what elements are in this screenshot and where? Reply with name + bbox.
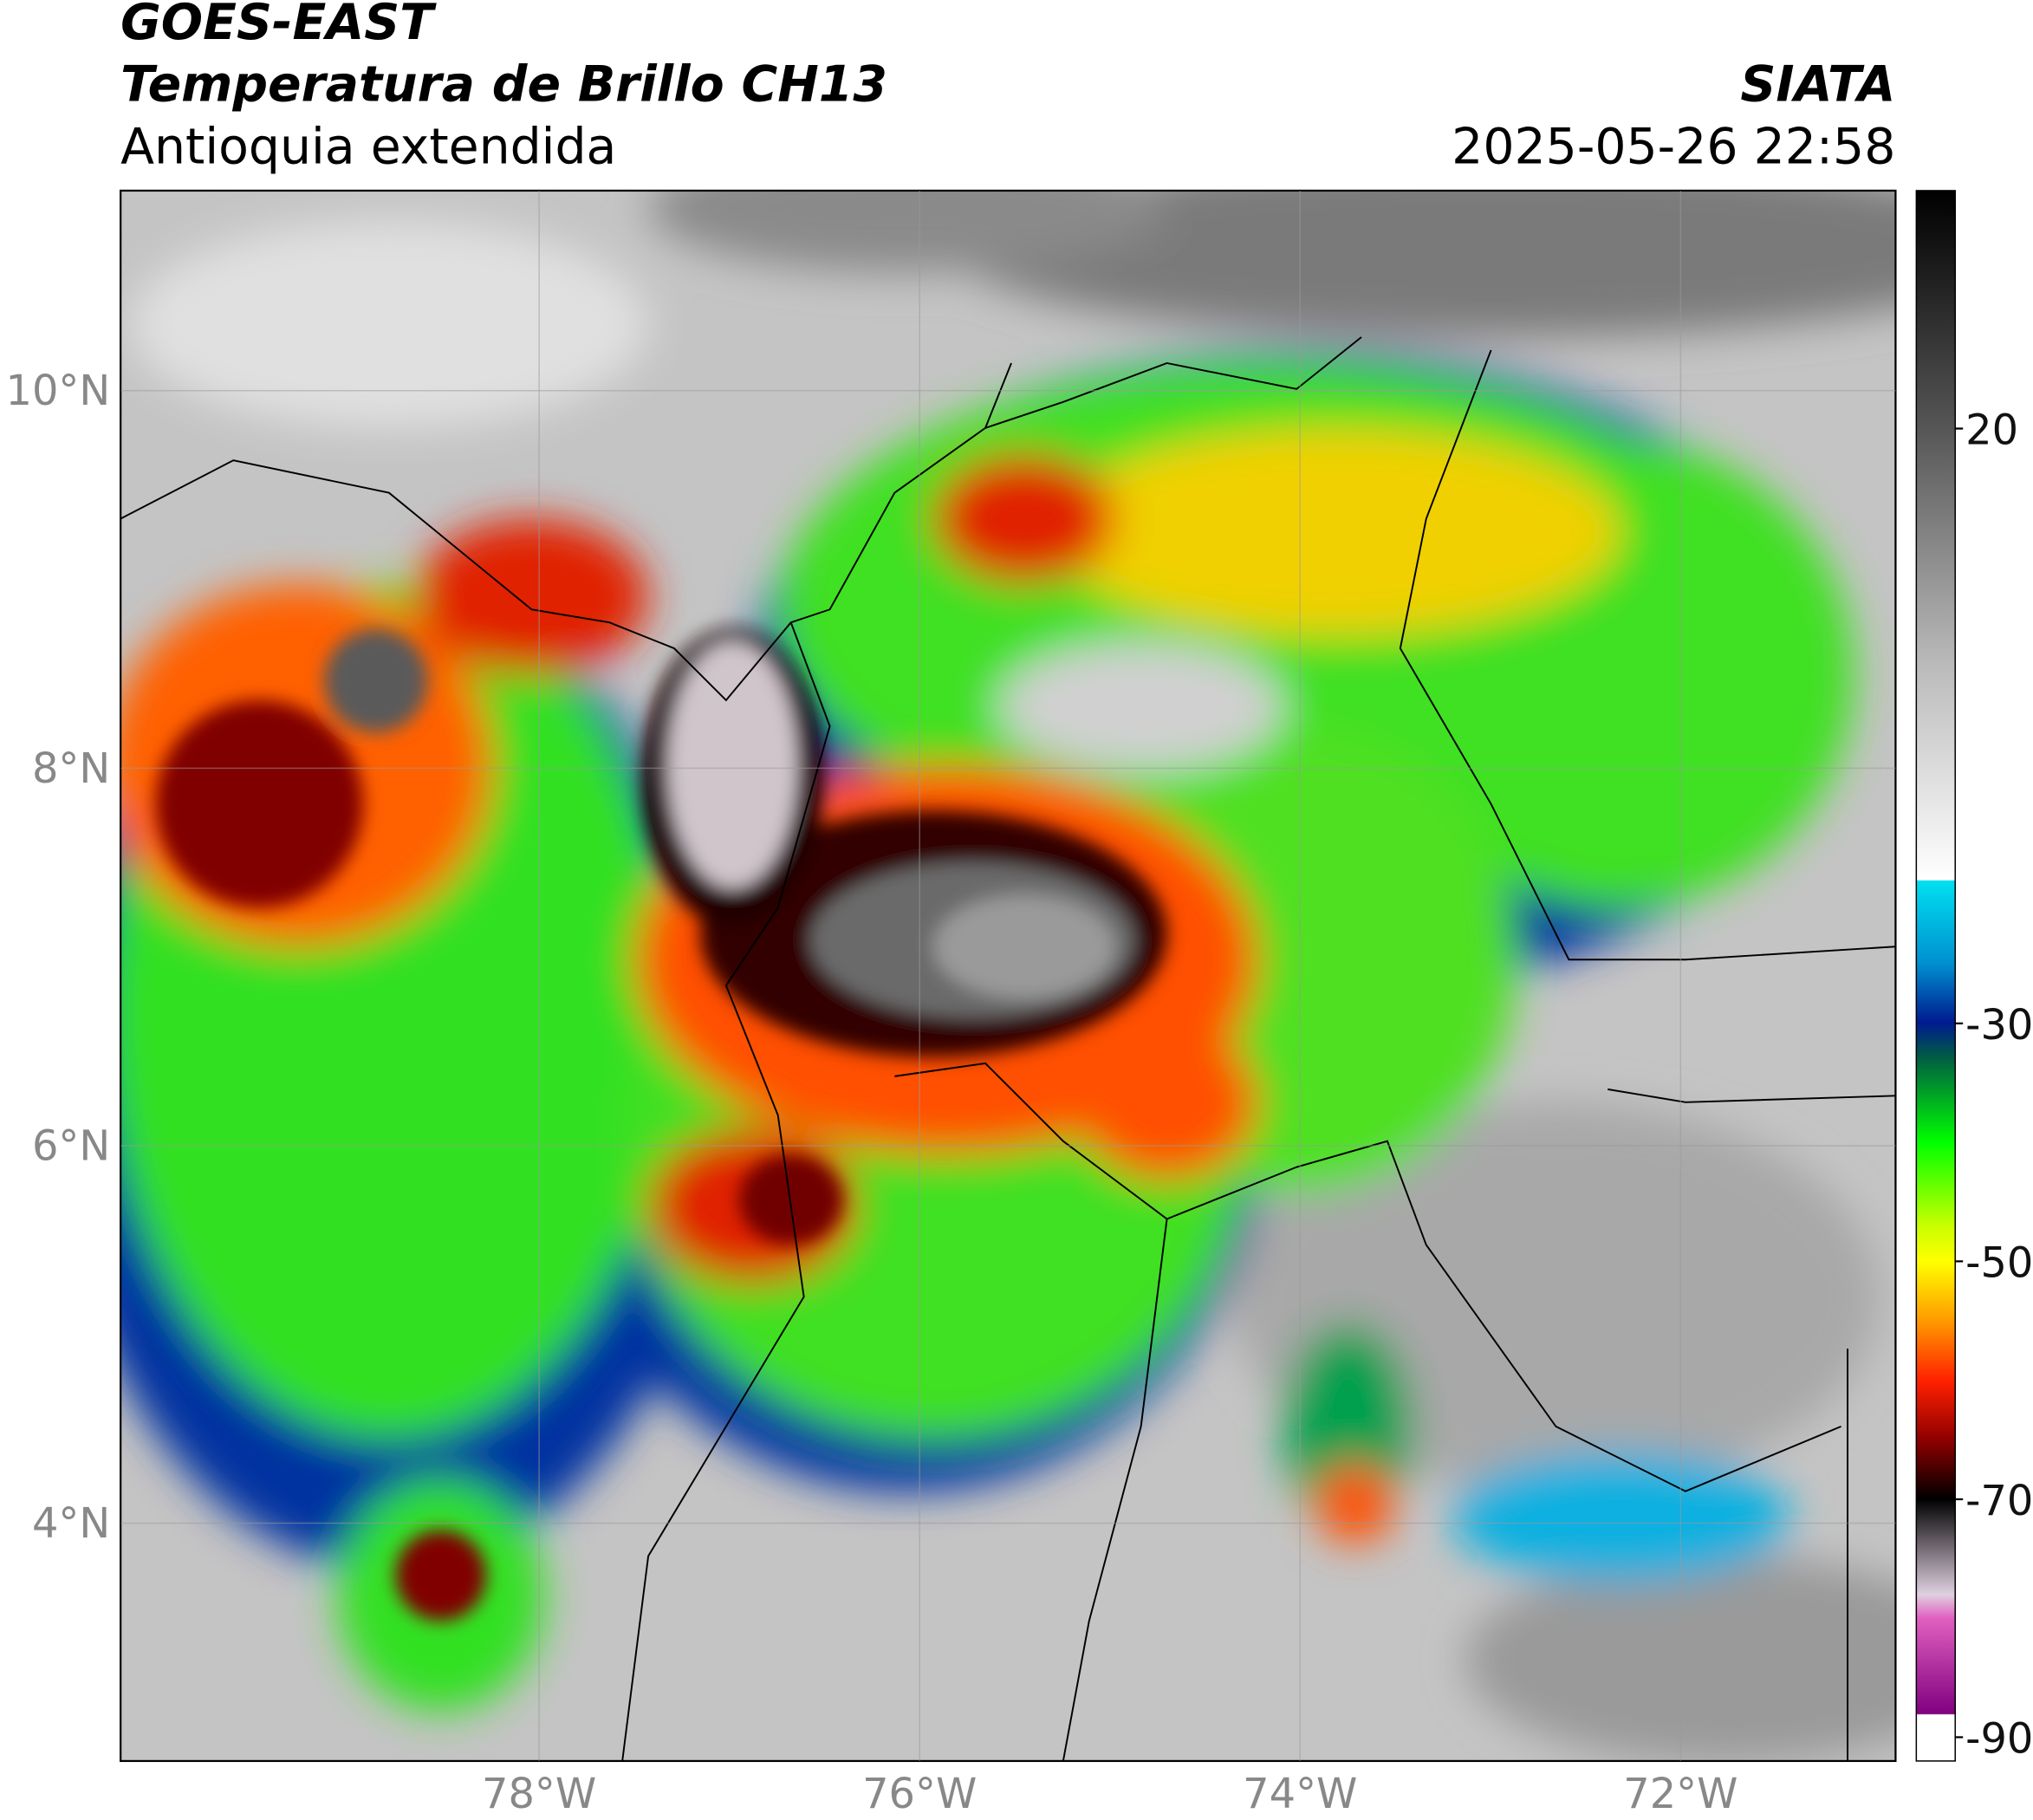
y-tick-label: 10°N — [6, 367, 111, 415]
datetime: 2025-05-26 22:58 — [1452, 119, 1895, 176]
title: GOES-EAST — [120, 0, 437, 51]
colorbar-tick-label: 20 — [1965, 406, 2018, 454]
subtitle: Temperatura de Brillo CH13 — [120, 56, 887, 114]
colorbar-tick-label: -30 — [1965, 1002, 2033, 1050]
x-tick-label: 76°W — [862, 1771, 977, 1818]
y-tick-label: 8°N — [32, 745, 110, 793]
satellite-image — [120, 190, 1896, 1761]
grid — [120, 190, 1896, 1761]
region: Antioquia extendida — [120, 119, 616, 176]
source: SIATA — [1740, 56, 1895, 114]
boundaries — [120, 336, 1896, 1761]
map-frame — [120, 189, 1897, 1763]
colorbar-tick-label: -70 — [1965, 1478, 2033, 1525]
x-tick-label: 72°W — [1623, 1771, 1737, 1818]
y-tick-label: 6°N — [32, 1122, 110, 1170]
colorbar — [1915, 190, 1956, 1762]
colorbar-tick-label: -50 — [1965, 1239, 2033, 1287]
x-tick-label: 74°W — [1243, 1771, 1357, 1818]
y-tick-label: 4°N — [32, 1500, 110, 1548]
x-tick-label: 78°W — [482, 1771, 596, 1818]
colorbar-tick-label: -90 — [1965, 1715, 2033, 1763]
